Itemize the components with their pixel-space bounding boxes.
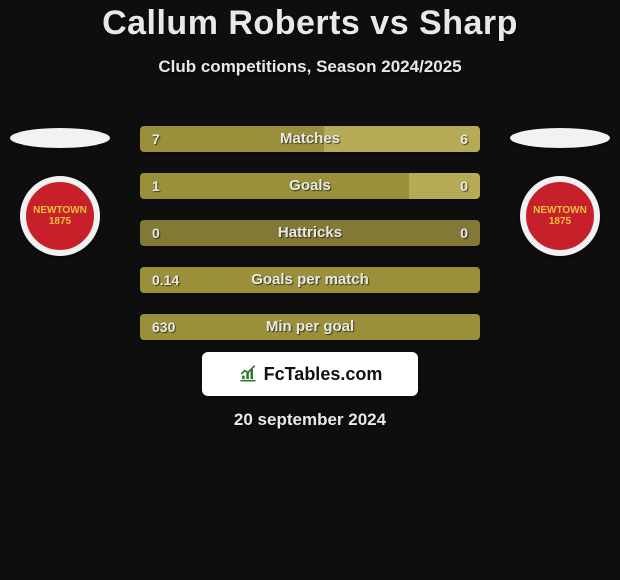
comparison-card: Callum Roberts vs Sharp Club competition… bbox=[0, 0, 620, 580]
crest-label: NEWTOWN 1875 bbox=[26, 205, 94, 227]
player-right: NEWTOWN 1875 bbox=[510, 128, 610, 256]
chart-icon bbox=[238, 364, 258, 384]
date-label: 20 september 2024 bbox=[0, 410, 620, 430]
page-title: Callum Roberts vs Sharp bbox=[0, 0, 620, 43]
site-logo[interactable]: FcTables.com bbox=[202, 352, 418, 396]
stat-label: Matches bbox=[140, 126, 480, 152]
stat-row: 00Hattricks bbox=[140, 220, 480, 246]
stats-list: 76Matches 10Goals 00Hattricks 0.14Goals per… bbox=[140, 126, 480, 340]
stat-row: 0.14Goals per match bbox=[140, 267, 480, 293]
crest-label: NEWTOWN 1875 bbox=[526, 205, 594, 227]
stat-label: Hattricks bbox=[140, 220, 480, 246]
stat-label: Goals bbox=[140, 173, 480, 199]
club-crest-right: NEWTOWN 1875 bbox=[520, 176, 600, 256]
player-left: NEWTOWN 1875 bbox=[10, 128, 110, 256]
page-subtitle: Club competitions, Season 2024/2025 bbox=[0, 57, 620, 77]
club-crest-left: NEWTOWN 1875 bbox=[20, 176, 100, 256]
stat-label: Goals per match bbox=[140, 267, 480, 293]
logo-text: FcTables.com bbox=[264, 364, 383, 385]
avatar-placeholder-icon bbox=[510, 128, 610, 148]
stat-row: 10Goals bbox=[140, 173, 480, 199]
stat-row: 76Matches bbox=[140, 126, 480, 152]
stat-label: Min per goal bbox=[140, 314, 480, 340]
stat-row: 630Min per goal bbox=[140, 314, 480, 340]
avatar-placeholder-icon bbox=[10, 128, 110, 148]
